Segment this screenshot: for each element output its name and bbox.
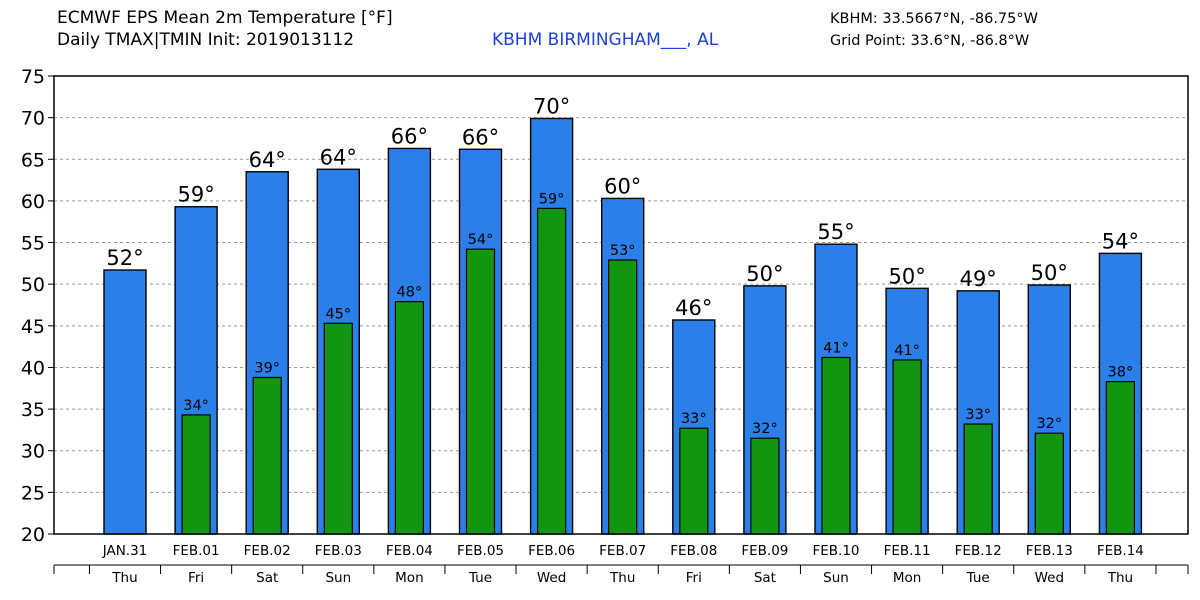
plot-frame [53, 75, 1189, 535]
x-date-label: FEB.02 [244, 543, 291, 559]
x-date-label: FEB.10 [812, 543, 859, 559]
tmax-label: 60° [604, 174, 641, 198]
y-tick-label: 40 [21, 357, 45, 379]
y-tick-label: 60 [21, 191, 45, 213]
y-tick-label: 65 [21, 149, 45, 171]
station-name: KBHM BIRMINGHAM___, AL [492, 30, 719, 50]
x-weekday-label: Thu [609, 570, 635, 586]
tmax-label: 49° [960, 267, 997, 291]
x-date-label: FEB.05 [457, 543, 504, 559]
tmax-label: 52° [106, 246, 143, 270]
tmin-bar [821, 356, 851, 535]
tmin-bar [750, 437, 780, 535]
tmin-label: 45° [325, 306, 351, 322]
tmin-bar [465, 248, 496, 535]
tmin-label: 39° [254, 360, 280, 376]
tmax-label: 50° [1031, 261, 1068, 285]
tmin-bar [608, 259, 638, 535]
tmin-bar [1105, 381, 1136, 535]
x-weekday-label: Sat [256, 570, 278, 586]
tmin-label: 33° [681, 411, 707, 427]
x-date-label: FEB.03 [315, 543, 362, 559]
x-weekday-label: Thu [111, 570, 137, 586]
tmin-bar [394, 301, 424, 535]
x-date-label: FEB.08 [670, 543, 717, 559]
tmax-label: 66° [391, 124, 428, 148]
y-tick-label: 30 [21, 441, 45, 463]
x-date-label: FEB.01 [173, 543, 220, 559]
x-date-label: FEB.09 [741, 543, 788, 559]
tmin-bar [252, 376, 282, 535]
tmin-label: 32° [1036, 416, 1062, 432]
tmax-label: 59° [177, 183, 214, 207]
tmin-bar [323, 322, 353, 535]
tmin-bar [181, 414, 211, 535]
y-tick-label: 20 [21, 524, 45, 546]
chart-subtitle: Daily TMAX|TMIN Init: 2019013112 [57, 30, 355, 50]
tmin-label: 32° [752, 421, 778, 437]
tmax-label: 64° [249, 148, 286, 172]
tmax-label: 64° [320, 145, 357, 169]
x-date-label: JAN.31 [102, 543, 148, 559]
tmin-bar [892, 359, 922, 535]
x-weekday-label: Tue [966, 570, 990, 586]
x-weekday-label: Thu [1107, 570, 1133, 586]
tmax-label: 50° [746, 262, 783, 286]
x-date-label: FEB.06 [528, 543, 575, 559]
tmin-label: 38° [1108, 365, 1134, 381]
tmin-label: 41° [823, 340, 849, 356]
x-weekday-label: Mon [893, 570, 921, 586]
tmin-bar [1034, 432, 1064, 535]
tmax-label: 70° [533, 94, 570, 118]
tmax-label: 54° [1102, 229, 1139, 253]
x-date-label: FEB.13 [1026, 543, 1073, 559]
y-tick-label: 25 [21, 482, 45, 504]
x-weekday-label: Tue [468, 570, 492, 586]
tmax-label: 46° [675, 296, 712, 320]
x-date-label: FEB.14 [1097, 543, 1144, 559]
x-weekday-label: Wed [1035, 570, 1064, 586]
x-weekday-label: Sun [823, 570, 849, 586]
x-weekday-label: Sat [754, 570, 776, 586]
tmin-bar [679, 427, 709, 535]
x-weekday-label: Sun [325, 570, 351, 586]
x-date-label: FEB.12 [955, 543, 1002, 559]
tmin-label: 59° [539, 191, 565, 207]
y-tick-label: 35 [21, 399, 45, 421]
tmin-label: 54° [468, 232, 494, 248]
tmin-bar [536, 207, 567, 535]
tmax-bar [103, 269, 147, 535]
x-weekday-label: Fri [686, 570, 702, 586]
y-tick-label: 55 [21, 233, 45, 255]
x-date-label: FEB.04 [386, 543, 433, 559]
x-date-label: FEB.07 [599, 543, 646, 559]
x-weekday-label: Mon [395, 570, 423, 586]
y-tick-label: 50 [21, 274, 45, 296]
tmin-label: 53° [610, 243, 636, 259]
tmin-label: 33° [965, 407, 991, 423]
y-tick-label: 75 [21, 66, 45, 88]
tmin-bar [963, 423, 993, 535]
y-tick-label: 45 [21, 316, 45, 338]
tmin-label: 48° [397, 285, 423, 301]
tmin-label: 34° [183, 398, 209, 414]
x-weekday-label: Wed [537, 570, 566, 586]
station-coordinates: KBHM: 33.5667°N, -86.75°W [830, 11, 1038, 27]
grid-point-coordinates: Grid Point: 33.6°N, -86.8°W [830, 33, 1030, 49]
tmin-label: 41° [894, 343, 920, 359]
x-date-label: FEB.11 [884, 543, 931, 559]
tmax-label: 55° [817, 220, 854, 244]
tmax-label: 66° [462, 125, 499, 149]
x-weekday-label: Fri [188, 570, 204, 586]
chart-title: ECMWF EPS Mean 2m Temperature [°F] [57, 8, 393, 28]
tmax-label: 50° [888, 264, 925, 288]
y-tick-label: 70 [21, 108, 45, 130]
